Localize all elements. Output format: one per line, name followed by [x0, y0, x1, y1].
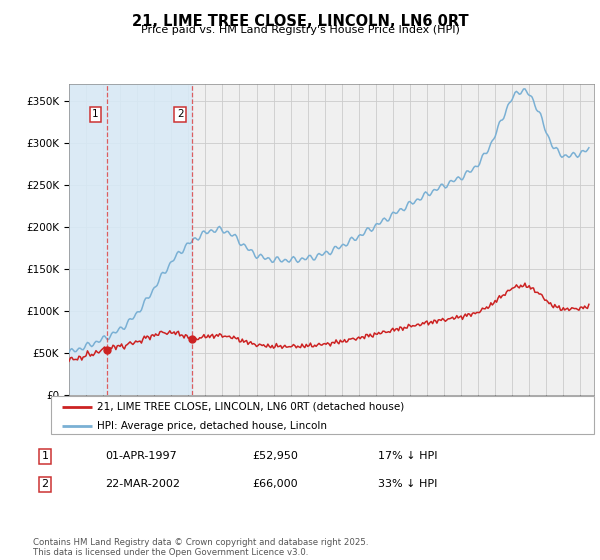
Text: Price paid vs. HM Land Registry's House Price Index (HPI): Price paid vs. HM Land Registry's House …: [140, 25, 460, 35]
Text: 33% ↓ HPI: 33% ↓ HPI: [378, 479, 437, 489]
Text: 22-MAR-2002: 22-MAR-2002: [105, 479, 180, 489]
Text: 2: 2: [41, 479, 49, 489]
FancyBboxPatch shape: [51, 396, 594, 434]
Text: 2: 2: [177, 109, 184, 119]
Text: 01-APR-1997: 01-APR-1997: [105, 451, 177, 461]
Text: £66,000: £66,000: [252, 479, 298, 489]
Text: 1: 1: [92, 109, 99, 119]
Bar: [69, 84, 192, 395]
Text: HPI: Average price, detached house, Lincoln: HPI: Average price, detached house, Linc…: [97, 421, 327, 431]
Text: £52,950: £52,950: [252, 451, 298, 461]
Text: 1: 1: [41, 451, 49, 461]
Text: Contains HM Land Registry data © Crown copyright and database right 2025.
This d: Contains HM Land Registry data © Crown c…: [33, 538, 368, 557]
Text: 17% ↓ HPI: 17% ↓ HPI: [378, 451, 437, 461]
Text: 21, LIME TREE CLOSE, LINCOLN, LN6 0RT (detached house): 21, LIME TREE CLOSE, LINCOLN, LN6 0RT (d…: [97, 402, 404, 412]
Text: 21, LIME TREE CLOSE, LINCOLN, LN6 0RT: 21, LIME TREE CLOSE, LINCOLN, LN6 0RT: [131, 14, 469, 29]
